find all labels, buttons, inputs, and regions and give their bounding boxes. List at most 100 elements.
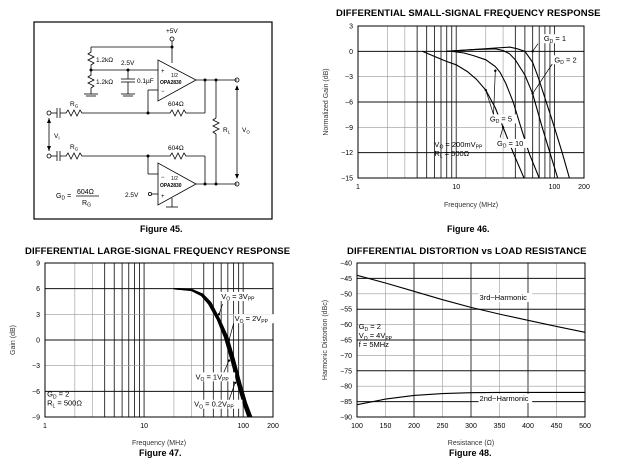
y-axis-label: Gain (dB) bbox=[10, 325, 17, 355]
x-tick-label: 10 bbox=[452, 184, 460, 191]
resistor-top bbox=[87, 47, 95, 70]
figure-47-chart: 9 6 3 0 −3 −6 −9 1 10 100 200 Frequency (MHz) Gain (… bbox=[0, 240, 310, 470]
r-top-label: 1.2kΩ bbox=[96, 57, 113, 64]
annotation-background bbox=[553, 55, 582, 65]
figure-48-chart: −40 −45 −50 −55 −60 −65 −70 −75 −80 −85 −90 100 150 2… bbox=[310, 240, 620, 470]
annotation-arrowhead bbox=[531, 50, 534, 53]
annotation-background bbox=[194, 372, 236, 382]
x-tick-label: 10 bbox=[140, 423, 148, 430]
series-annotation: 3rd−Harmonic bbox=[480, 293, 528, 302]
resistor-bottom bbox=[87, 70, 95, 94]
opamp-top bbox=[157, 59, 197, 102]
chart-svg: 9 6 3 0 −3 −6 −91 10 100 200 Frequency (MHz) Gain (… bbox=[10, 261, 279, 448]
x-tick-label: 200 bbox=[578, 184, 590, 191]
chart-condition-note: RL = 500Ω bbox=[434, 149, 469, 160]
schematic-frame bbox=[33, 21, 273, 220]
schematic: +5V 1.2kΩ 1.2kΩ 2.5V 0.1µF + − 1/2 OPA28… bbox=[33, 21, 273, 220]
annotation-background bbox=[478, 393, 533, 403]
annotation-leader bbox=[499, 127, 504, 138]
annotation-leader bbox=[228, 323, 234, 341]
y-tick-label: −90 bbox=[340, 415, 352, 422]
y-tick-label: −60 bbox=[340, 322, 352, 329]
vi-label: VI bbox=[54, 133, 60, 141]
annotation-leader bbox=[218, 303, 223, 315]
rf-top-label: 604Ω bbox=[168, 101, 184, 108]
x-tick-label: 100 bbox=[237, 423, 249, 430]
cap-label: 0.1µF bbox=[137, 78, 154, 85]
figure-caption: Figure 46. bbox=[447, 224, 490, 234]
figure-46-chart: 3 0 −3 −6 −9 −12 −15 1 10 100 200 Frequency (MHz) No… bbox=[310, 0, 620, 240]
gain-formula-lhs: GD = bbox=[56, 193, 71, 202]
x-tick-label: 150 bbox=[380, 423, 392, 430]
series-line bbox=[357, 274, 585, 333]
x-tick-label: 450 bbox=[551, 423, 563, 430]
y-tick-label: −9 bbox=[32, 415, 40, 422]
rf-bottom-label: 604Ω bbox=[168, 145, 184, 152]
chart-condition-note: GD = 2 bbox=[47, 389, 69, 400]
y-axis-label: Harmonic Distortion (dBc) bbox=[322, 300, 329, 380]
y-tick-label: −80 bbox=[340, 384, 352, 391]
x-tick-label: 350 bbox=[494, 423, 506, 430]
series-annotation: GD = 2 bbox=[554, 55, 576, 66]
y-tick-label: −3 bbox=[345, 74, 353, 81]
series-annotation: GD = 5 bbox=[490, 114, 512, 125]
y-tick-label: −3 bbox=[32, 363, 40, 370]
y-tick-label: −50 bbox=[340, 291, 352, 298]
annotation-arrowhead bbox=[217, 313, 221, 316]
r-bottom-label: 1.2kΩ bbox=[96, 79, 113, 86]
y-tick-label: −40 bbox=[340, 261, 352, 268]
annotation-leader bbox=[532, 63, 553, 94]
plus-sign: + bbox=[161, 69, 165, 75]
series-line bbox=[451, 50, 540, 178]
chart-condition-note: RL = 500Ω bbox=[47, 398, 82, 409]
annotation-leader bbox=[228, 382, 236, 401]
series-annotation: VO = 2VPP bbox=[235, 314, 269, 325]
figure-caption: Figure 45. bbox=[140, 224, 183, 234]
x-tick-label: 100 bbox=[351, 423, 363, 430]
y-tick-label: −55 bbox=[340, 307, 352, 314]
gain-formula-numerator: 604Ω bbox=[77, 189, 94, 196]
bias-bottom-label: 2.5V bbox=[125, 192, 139, 199]
y-axis-label: Normalized Gain (dB) bbox=[323, 68, 330, 135]
series-line bbox=[421, 50, 525, 178]
chart-svg: 3 0 −3 −6 −9 −12 −151 10 100 200 Frequency (MHz) No… bbox=[323, 24, 590, 210]
series-annotation: GD = 1 bbox=[544, 34, 566, 45]
supply-label: +5V bbox=[166, 28, 178, 35]
annotation-leader bbox=[493, 70, 496, 115]
plot-frame bbox=[357, 25, 585, 179]
minus-sign: − bbox=[161, 89, 165, 95]
chart-condition-note: f = 5MHz bbox=[359, 340, 389, 349]
x-tick-label: 1 bbox=[43, 423, 47, 430]
chart-condition-note: VO = 200mVPP bbox=[434, 140, 483, 151]
y-tick-label: −85 bbox=[340, 399, 352, 406]
series-line bbox=[173, 288, 253, 417]
x-axis-label: Frequency (MHz) bbox=[132, 440, 186, 447]
chart-title: DIFFERENTIAL DISTORTION vs LOAD RESISTAN… bbox=[347, 246, 587, 257]
series-annotation: VO = 3VPP bbox=[221, 292, 255, 303]
y-tick-label: −75 bbox=[340, 368, 352, 375]
opamp-half-label: 1/2 bbox=[171, 176, 178, 182]
annotation-background bbox=[495, 138, 529, 148]
y-tick-label: −45 bbox=[340, 276, 352, 283]
annotation-background bbox=[220, 291, 261, 301]
series-line bbox=[446, 46, 570, 178]
annotation-leader bbox=[485, 90, 494, 115]
y-tick-label: −6 bbox=[345, 100, 353, 107]
x-tick-label: 500 bbox=[579, 423, 591, 430]
x-tick-label: 250 bbox=[437, 423, 449, 430]
x-axis-label: Frequency (MHz) bbox=[444, 202, 498, 209]
annotation-arrowhead bbox=[494, 69, 497, 72]
gain-formula-denominator: RG bbox=[82, 200, 91, 209]
x-tick-label: 200 bbox=[408, 423, 420, 430]
annotation-background bbox=[488, 114, 517, 124]
bias-label: 2.5V bbox=[121, 60, 135, 67]
y-tick-label: 6 bbox=[36, 286, 40, 293]
x-tick-label: 100 bbox=[549, 184, 561, 191]
figure-45: +5V 1.2kΩ 1.2kΩ 2.5V 0.1µF + − 1/2 OPA28… bbox=[0, 0, 310, 240]
annotation-arrowhead bbox=[501, 126, 505, 129]
y-tick-label: 0 bbox=[36, 338, 40, 345]
plot-frame bbox=[356, 262, 586, 418]
annotation-arrowhead bbox=[484, 88, 487, 92]
y-tick-label: −65 bbox=[340, 338, 352, 345]
